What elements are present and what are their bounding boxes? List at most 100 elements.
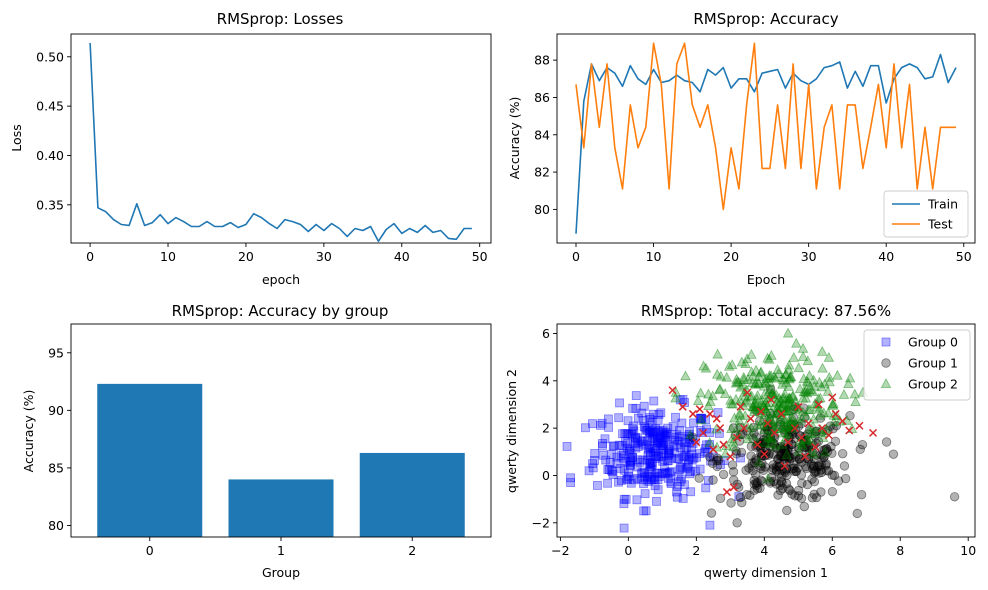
group-1-point — [810, 427, 821, 437]
group-1-point — [768, 463, 779, 473]
group-0-point — [624, 468, 634, 478]
group-2-point — [816, 381, 827, 392]
group-0-point — [664, 445, 674, 454]
group-0-point — [654, 472, 664, 481]
group-2-point — [745, 422, 757, 433]
group-1-point — [796, 418, 806, 429]
group-0-point — [669, 441, 679, 451]
group-1-point — [810, 466, 820, 476]
group-0-point — [633, 455, 643, 465]
misclassified-marker — [794, 402, 803, 411]
scatter-legend-box — [863, 329, 971, 401]
group-0-point — [637, 408, 647, 418]
group-2-point — [750, 399, 762, 410]
group-1-point — [767, 465, 778, 475]
misclassified-marker — [705, 409, 714, 418]
group-0-point — [637, 475, 647, 485]
group-0-point — [652, 496, 661, 506]
group-2-point — [791, 337, 802, 348]
group-0-point — [627, 430, 637, 440]
group-0-point — [655, 425, 665, 435]
group-2-point — [780, 369, 791, 380]
group-0-point — [566, 473, 575, 483]
scatter-axes-frame — [556, 323, 976, 538]
group-0-point — [644, 424, 654, 433]
misclassified-marker — [804, 419, 813, 428]
group-1-point — [807, 474, 817, 484]
group-2-point — [784, 392, 796, 403]
scatter-plot-area: −2 0 2 4 6 8 10 −2 0 2 4 6 Group 0 Group 1 Group 2 — [532, 323, 976, 558]
group-1-point — [789, 466, 799, 476]
group-1-point — [757, 438, 768, 448]
group-2-point — [774, 392, 785, 403]
group-0-point — [663, 456, 673, 465]
group-0-point — [607, 466, 616, 475]
group-0-point — [646, 462, 656, 471]
losses-y-tick-label: 0.40 — [36, 148, 64, 163]
group-2-point — [774, 402, 786, 412]
group-0-point — [600, 434, 610, 444]
losses-plot-area: 0 10 20 30 40 50 0.35 0.40 0.45 0.50 — [36, 33, 492, 264]
group-1-point — [749, 422, 759, 433]
scatter-x-tick-label: 0 — [624, 543, 632, 558]
group-1-point — [744, 463, 754, 473]
misclassified-marker — [688, 409, 697, 418]
losses-title: RMSprop: Losses — [217, 10, 344, 28]
group-0-point — [687, 443, 697, 452]
group-2-point — [783, 373, 795, 384]
group-0-point — [646, 447, 655, 457]
misclassified-marker — [797, 433, 806, 442]
group-1-point — [810, 431, 820, 441]
group-2-point — [817, 362, 828, 373]
group-0-point — [706, 456, 716, 466]
group-0-point — [679, 438, 689, 447]
group-2-point — [800, 392, 812, 403]
group-2-point — [750, 378, 761, 389]
group-1-point — [820, 460, 831, 470]
group-0-point — [632, 495, 642, 505]
group-0-point — [671, 412, 680, 422]
group-0-point — [608, 470, 618, 480]
group-2-point — [785, 398, 797, 409]
group-0-point — [678, 494, 688, 503]
group-0-point — [603, 465, 613, 474]
group-1-point — [712, 461, 722, 472]
group-2-point — [849, 388, 861, 399]
group-0-point — [623, 416, 633, 426]
group-0-point — [684, 452, 694, 462]
group-1-point — [729, 475, 739, 485]
accuracy-x-tick-label: 10 — [646, 249, 662, 264]
group-1-point — [807, 493, 818, 503]
group-0-point — [604, 422, 613, 432]
group-1-point — [777, 448, 788, 459]
group-0-point — [650, 443, 660, 453]
group-2-point — [707, 390, 718, 401]
group-0-point — [631, 434, 640, 444]
group-0-point — [653, 426, 663, 436]
group-0-point — [651, 452, 661, 461]
group-2-point — [741, 353, 753, 364]
group-2-point — [772, 364, 783, 374]
group-accuracy-plot-area: 0 1 2 80 85 90 95 — [48, 323, 492, 558]
group-2-point — [797, 392, 809, 403]
group-0-point — [612, 452, 622, 462]
group-accuracy-axes-frame — [70, 323, 492, 538]
group-0-point — [681, 434, 690, 444]
group-2-point — [692, 395, 704, 405]
legend-group-2-label: Group 2 — [908, 377, 958, 392]
group-0-point — [627, 429, 637, 439]
group-1-point — [765, 434, 776, 445]
group-2-point — [725, 397, 737, 408]
group-0-point — [678, 395, 688, 404]
accuracy-x-tick-label: 20 — [723, 249, 739, 264]
group-2-point — [765, 412, 776, 423]
group-2-point — [777, 378, 788, 389]
group-2-point — [700, 362, 712, 373]
group-0-point — [629, 475, 638, 485]
scatter-y-tick-label: 2 — [542, 421, 550, 436]
group-2-point — [748, 401, 760, 412]
legend-group-1-swatch — [881, 358, 891, 368]
group-1-point — [731, 446, 741, 456]
group-2-point — [737, 379, 749, 390]
group-1-point — [768, 438, 778, 448]
